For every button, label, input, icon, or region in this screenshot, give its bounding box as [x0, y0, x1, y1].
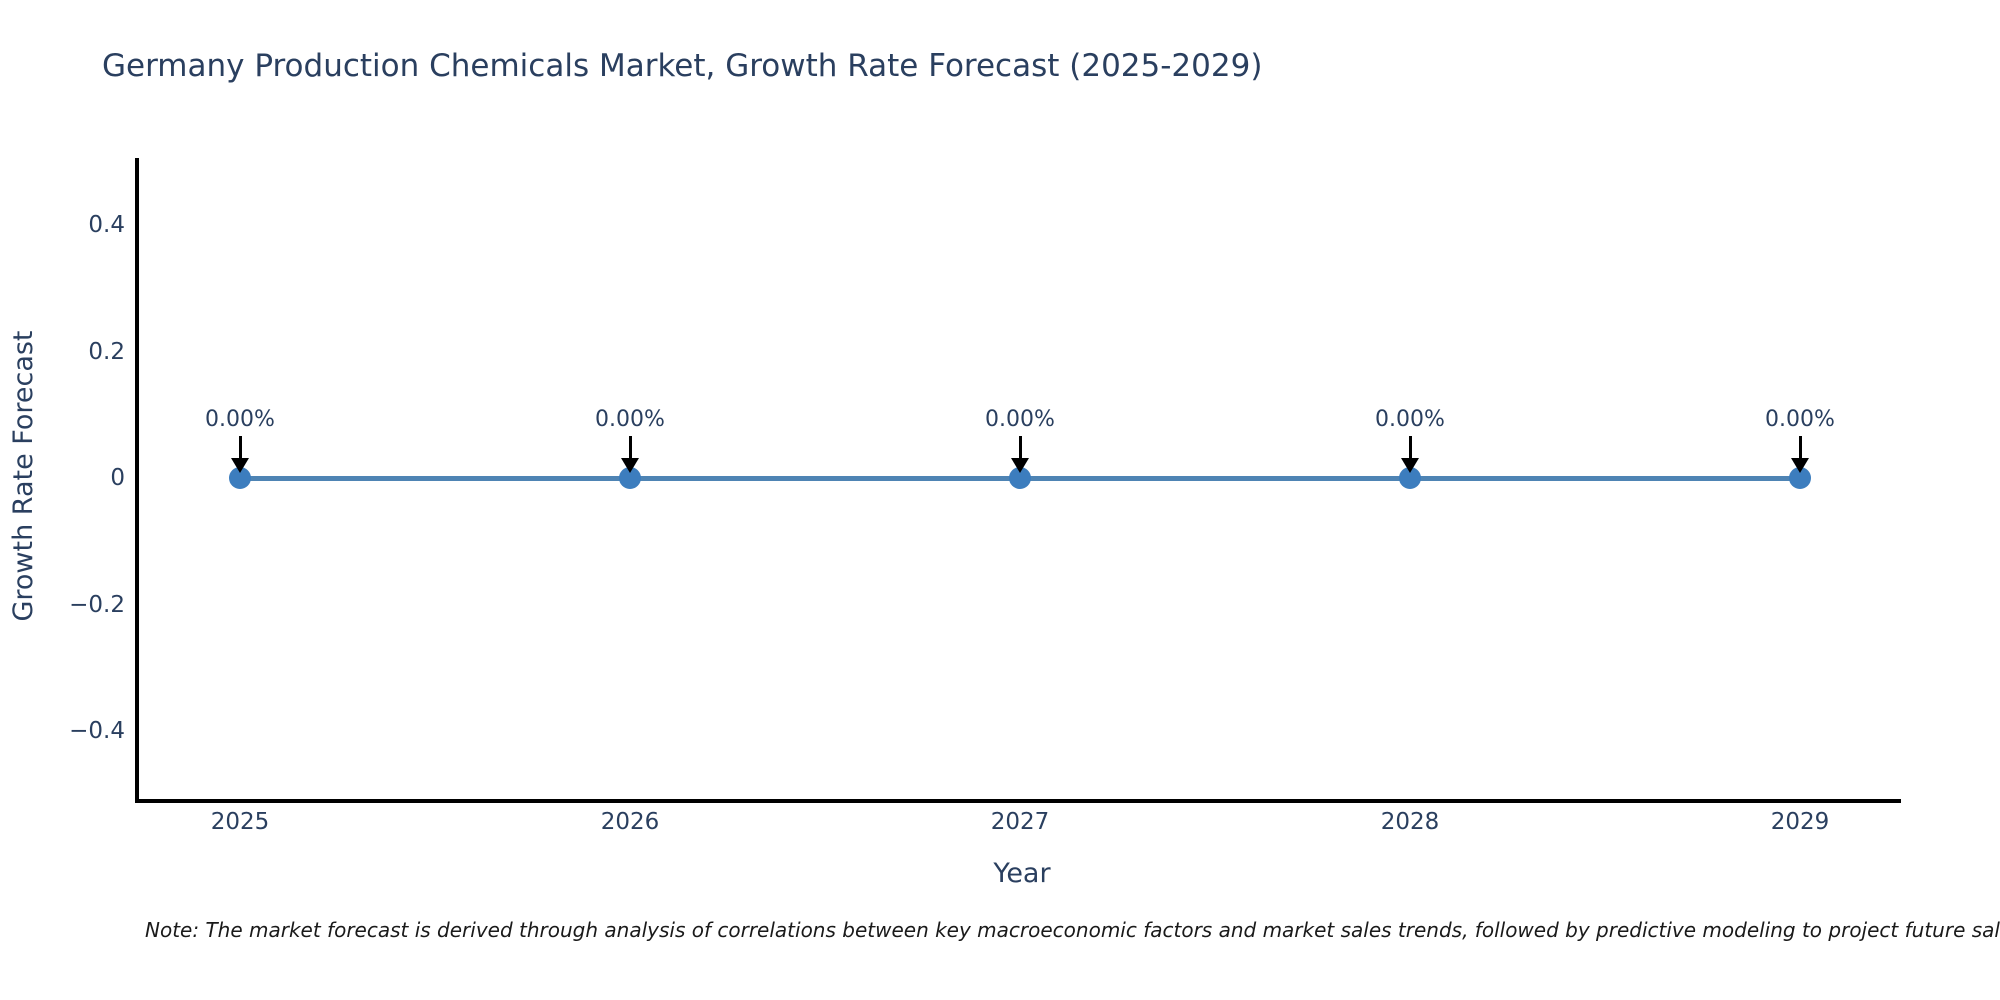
y-tick-label: −0.2 [69, 591, 125, 618]
annotation-arrow-head [1401, 458, 1419, 473]
x-axis-title: Year [993, 858, 1051, 889]
x-tick-label: 2027 [990, 809, 1050, 835]
y-axis-line [135, 158, 139, 803]
y-tick-label: −0.4 [69, 718, 125, 744]
annotation-arrow-head [1011, 458, 1029, 473]
point-value-label: 0.00% [205, 407, 275, 432]
annotation-arrow-stem [1798, 436, 1802, 460]
annotation-arrow-stem [1408, 436, 1412, 460]
point-value-label: 0.00% [1375, 407, 1445, 432]
x-axis-line [135, 799, 1901, 803]
annotation-arrow-stem [238, 436, 242, 460]
y-tick-label: 0.4 [88, 212, 125, 238]
footnote-text: Note: The market forecast is derived thr… [145, 918, 2000, 942]
x-tick-label: 2029 [1770, 809, 1830, 835]
x-tick-label: 2026 [600, 809, 660, 835]
annotation-arrow-head [231, 458, 249, 473]
annotation-arrow-stem [628, 436, 632, 460]
chart-title: Germany Production Chemicals Market, Gro… [102, 48, 1263, 84]
x-tick-label: 2028 [1380, 809, 1440, 835]
annotation-arrow-stem [1018, 436, 1022, 460]
point-value-label: 0.00% [1765, 407, 1835, 432]
y-tick-label: 0 [110, 465, 125, 491]
point-value-label: 0.00% [985, 407, 1055, 432]
annotation-arrow-head [1791, 458, 1809, 473]
point-value-label: 0.00% [595, 407, 665, 432]
annotation-arrow-head [621, 458, 639, 473]
x-tick-label: 2025 [210, 809, 270, 835]
y-tick-label: 0.2 [88, 338, 125, 365]
